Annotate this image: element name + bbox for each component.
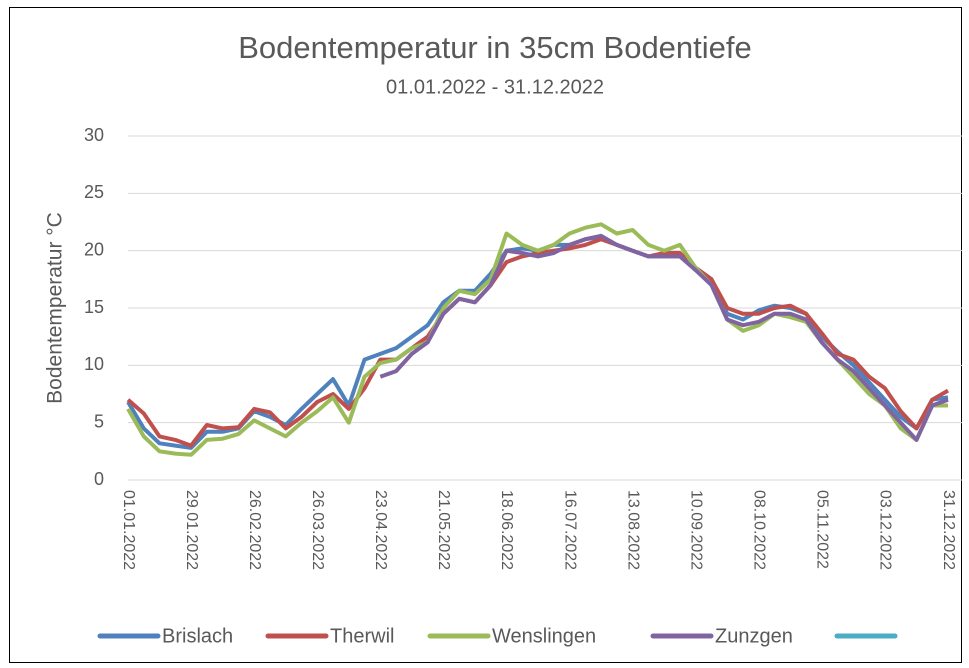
y-tick-label: 25 [84, 182, 104, 202]
legend-label: Brislach [162, 625, 233, 647]
x-tick-label: 10.09.2022 [687, 490, 704, 570]
legend-label: Wenslingen [492, 625, 596, 647]
series-line [126, 237, 949, 448]
x-tick-label: 08.10.2022 [751, 490, 768, 570]
x-tick-label: 16.07.2022 [561, 490, 578, 570]
x-tick-label: 05.11.2022 [814, 490, 831, 569]
y-tick-label: 5 [94, 411, 104, 431]
legend-label: Therwil [330, 625, 394, 647]
x-tick-label: 23.04.2022 [372, 490, 389, 570]
legend-label: Zunzgen [715, 625, 793, 647]
x-tick-label: 31.12.2022 [940, 490, 957, 570]
series-line [379, 233, 949, 442]
y-axis-label: Bodentemperatur °C [44, 212, 67, 404]
x-tick-label: 13.08.2022 [624, 490, 641, 570]
x-tick-label: 26.02.2022 [246, 490, 263, 570]
y-tick-label: 15 [84, 297, 104, 317]
chart-title: Bodentemperatur in 35cm Bodentiefe [238, 30, 752, 65]
chart-border [9, 7, 962, 663]
x-tick-label: 18.06.2022 [498, 490, 515, 570]
y-tick-label: 30 [84, 125, 104, 145]
x-tick-label: 03.12.2022 [877, 490, 894, 570]
x-tick-label: 26.03.2022 [309, 490, 326, 570]
y-tick-label: 10 [84, 354, 104, 374]
y-tick-label: 0 [94, 469, 104, 489]
chart-subtitle: 01.01.2022 - 31.12.2022 [386, 76, 604, 98]
x-tick-label: 21.05.2022 [435, 490, 452, 570]
y-tick-label: 20 [84, 239, 104, 259]
x-tick-label: 29.01.2022 [183, 490, 200, 570]
x-tick-label: 01.01.2022 [120, 490, 137, 570]
